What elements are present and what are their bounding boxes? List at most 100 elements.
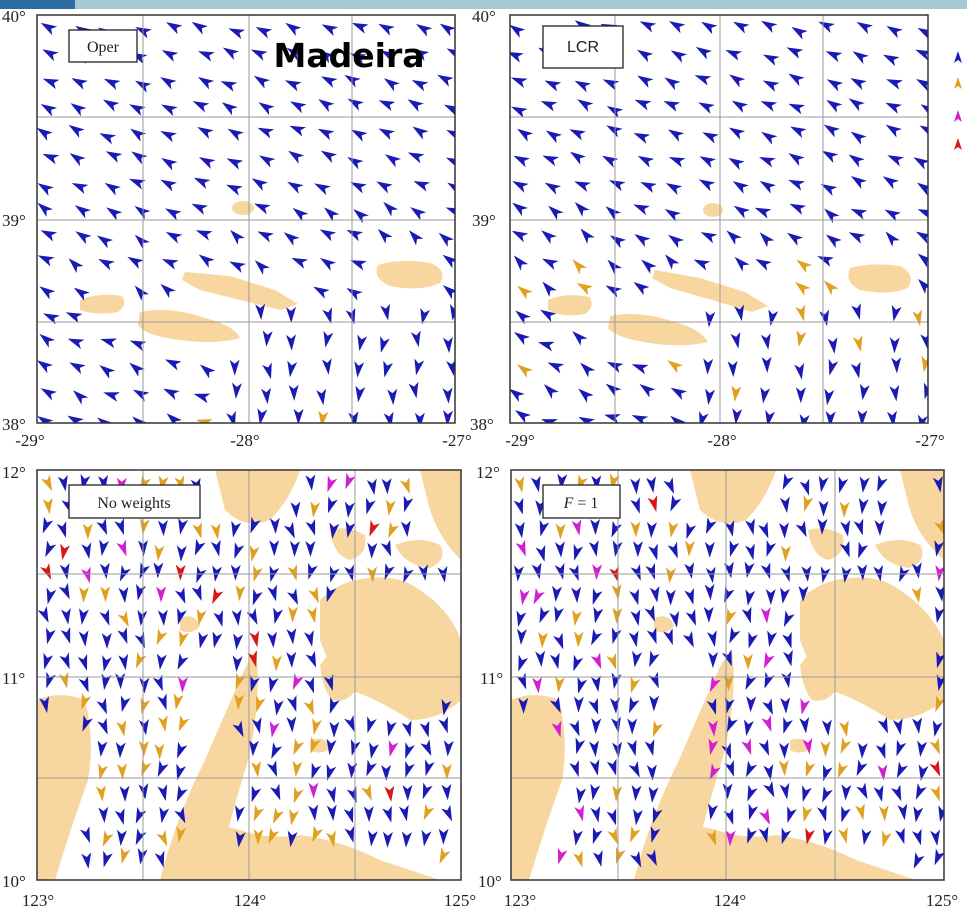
wind-arrow (384, 785, 395, 803)
wind-arrow (137, 609, 148, 627)
wind-arrow (545, 130, 562, 144)
wind-arrow (308, 782, 319, 799)
wind-arrow (37, 360, 53, 374)
wind-arrow (557, 847, 568, 865)
wind-arrow (152, 674, 163, 692)
wind-arrow (157, 760, 169, 777)
wind-arrow (917, 209, 928, 220)
wind-arrow (101, 632, 112, 649)
wind-arrow (531, 562, 542, 580)
wind-arrow (305, 474, 316, 491)
wind-arrow (442, 285, 455, 300)
wind-arrow (235, 805, 245, 822)
wind-arrow (644, 739, 655, 756)
wind-arrow (837, 827, 848, 844)
wind-arrow (95, 785, 106, 802)
wind-arrow (442, 254, 455, 269)
wind-arrow (154, 850, 165, 868)
wind-arrow (287, 588, 299, 605)
wind-arrow (644, 604, 655, 622)
wind-arrow (886, 25, 903, 39)
wind-arrow (588, 540, 599, 557)
wind-arrow (449, 303, 455, 321)
wind-arrow (251, 785, 262, 803)
wind-arrow (69, 362, 86, 375)
wind-arrow (790, 126, 807, 139)
wind-arrow (873, 565, 884, 582)
wind-arrow (767, 630, 778, 648)
wind-arrow (780, 587, 791, 604)
wind-arrow (289, 540, 300, 557)
wind-arrow (575, 737, 586, 755)
wind-arrow (286, 651, 297, 668)
island (703, 203, 723, 217)
wind-arrow (156, 829, 168, 847)
wind-arrow (376, 181, 393, 194)
wind-arrow (826, 99, 843, 113)
wind-arrow (250, 516, 261, 534)
wind-arrow (885, 231, 900, 247)
wind-arrow (266, 760, 278, 778)
wind-arrow (43, 652, 54, 670)
wind-arrow (227, 128, 244, 142)
wind-arrow (555, 523, 566, 540)
wind-arrow (592, 850, 603, 867)
wind-arrow (684, 562, 695, 579)
wind-arrow (321, 24, 339, 37)
wind-arrow (628, 630, 639, 648)
wind-arrow (802, 785, 812, 802)
wind-arrow (609, 565, 619, 583)
wind-arrow (781, 671, 792, 689)
wind-arrow (628, 760, 640, 778)
wind-arrow (438, 716, 448, 734)
wind-arrow (165, 208, 182, 221)
wind-arrow (163, 388, 180, 401)
wind-arrow (249, 630, 260, 648)
wind-arrow (760, 607, 771, 624)
wind-arrow (765, 410, 776, 423)
wind-arrow (377, 228, 393, 244)
landmass (634, 650, 734, 880)
wind-arrow (889, 337, 900, 354)
wind-arrow (934, 540, 944, 557)
wind-arrow (103, 850, 113, 868)
wind-arrow (116, 539, 127, 557)
wind-arrow (609, 235, 626, 249)
wind-arrow (401, 720, 412, 738)
wind-arrow (639, 21, 657, 33)
island (182, 272, 298, 310)
wind-arrow (822, 828, 833, 846)
wind-arrow (176, 785, 188, 802)
wind-arrow (160, 283, 176, 299)
wind-arrow (728, 127, 746, 140)
wind-arrow (194, 538, 206, 556)
wind-arrow (253, 804, 265, 822)
wind-arrow (129, 104, 146, 117)
wind-arrow (255, 26, 273, 39)
island (80, 294, 125, 314)
wind-arrow (852, 335, 863, 353)
wind-arrow (538, 631, 549, 649)
wind-arrow (858, 541, 869, 559)
wind-arrow (854, 803, 865, 821)
wind-arrow (576, 787, 587, 804)
wind-arrow (161, 157, 178, 171)
wind-arrow (848, 154, 865, 168)
panel-lcr: LCR 40° 39° 38° -29° -28° -27° (470, 7, 945, 450)
wind-arrow (630, 521, 641, 538)
wind-arrow (606, 758, 617, 776)
wind-arrow (543, 384, 559, 399)
wind-arrow (39, 696, 49, 713)
wind-arrow (802, 737, 813, 755)
wind-arrow (323, 330, 334, 348)
wind-arrow (383, 411, 394, 423)
wind-arrow (637, 155, 655, 168)
wind-arrow (81, 852, 92, 869)
wind-arrow (446, 129, 455, 142)
wind-arrow (709, 675, 722, 693)
wind-arrow (425, 759, 435, 777)
wind-arrow (79, 586, 90, 603)
wind-arrow (345, 307, 356, 325)
wind-arrow (157, 519, 168, 537)
wind-arrow (652, 806, 663, 824)
